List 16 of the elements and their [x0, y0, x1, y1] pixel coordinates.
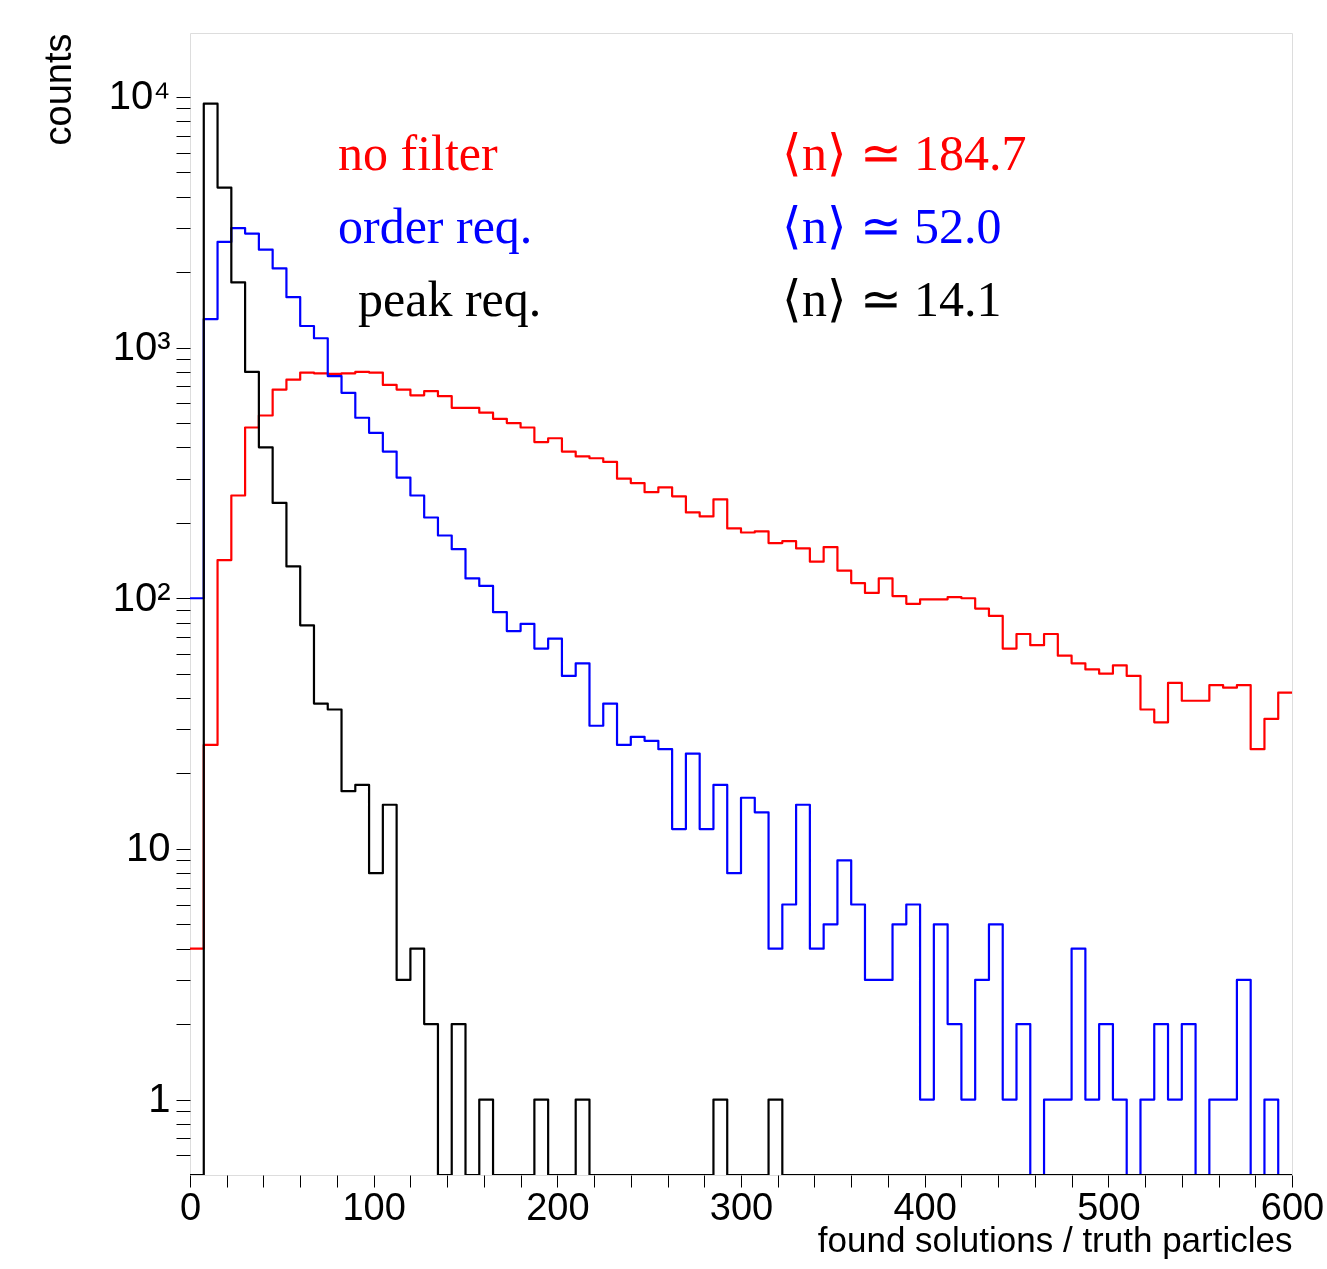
- x-tick-label: 100: [342, 1185, 406, 1228]
- y-axis-title: counts: [36, 33, 79, 146]
- annotation: ⟨n⟩ ≃ 52.0: [782, 198, 1002, 254]
- annotation: ⟨n⟩ ≃ 184.7: [782, 125, 1027, 181]
- x-tick-label: 0: [179, 1185, 202, 1228]
- x-tick-label: 200: [526, 1185, 590, 1228]
- text: no filter: [338, 125, 499, 181]
- annotation: ⟨n⟩ ≃ 14.1: [782, 271, 1002, 327]
- y-tick-label: 10⁴: [108, 73, 171, 118]
- x-tick-label: 300: [709, 1185, 774, 1228]
- y-tick-label: 10²: [112, 574, 171, 619]
- y-tick-label: 10: [126, 825, 171, 870]
- text: peak req.: [358, 271, 542, 327]
- y-tick-label: 10³: [112, 324, 171, 369]
- series-label: order req.: [338, 198, 533, 254]
- y-tick-label: 1: [148, 1076, 171, 1121]
